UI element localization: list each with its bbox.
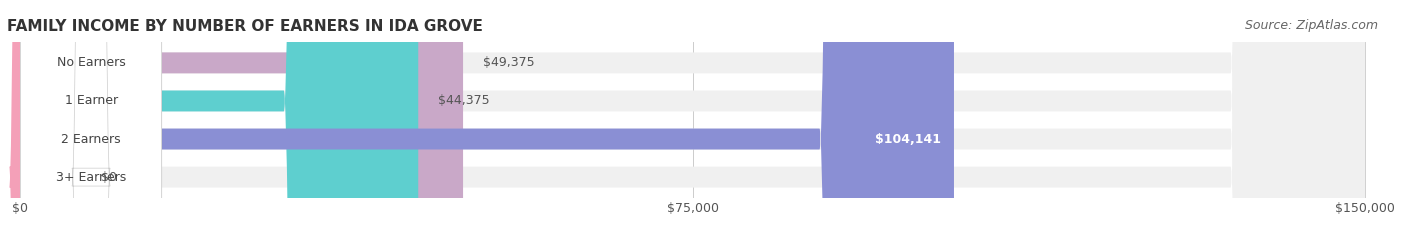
FancyBboxPatch shape: [21, 0, 463, 233]
FancyBboxPatch shape: [21, 0, 955, 233]
FancyBboxPatch shape: [21, 0, 418, 233]
FancyBboxPatch shape: [21, 0, 1365, 233]
Text: 2 Earners: 2 Earners: [62, 133, 121, 146]
Text: FAMILY INCOME BY NUMBER OF EARNERS IN IDA GROVE: FAMILY INCOME BY NUMBER OF EARNERS IN ID…: [7, 19, 482, 34]
FancyBboxPatch shape: [21, 0, 1365, 233]
Text: $49,375: $49,375: [484, 56, 534, 69]
Text: 3+ Earners: 3+ Earners: [56, 171, 127, 184]
Text: No Earners: No Earners: [56, 56, 125, 69]
FancyBboxPatch shape: [21, 0, 162, 233]
FancyBboxPatch shape: [21, 0, 162, 233]
FancyBboxPatch shape: [10, 0, 93, 233]
FancyBboxPatch shape: [21, 0, 162, 233]
FancyBboxPatch shape: [21, 0, 1365, 233]
Text: $104,141: $104,141: [875, 133, 941, 146]
FancyBboxPatch shape: [21, 0, 162, 233]
Text: Source: ZipAtlas.com: Source: ZipAtlas.com: [1244, 19, 1378, 32]
FancyBboxPatch shape: [21, 0, 1365, 233]
Text: 1 Earner: 1 Earner: [65, 94, 118, 107]
Text: $44,375: $44,375: [439, 94, 491, 107]
Text: $0: $0: [101, 171, 117, 184]
